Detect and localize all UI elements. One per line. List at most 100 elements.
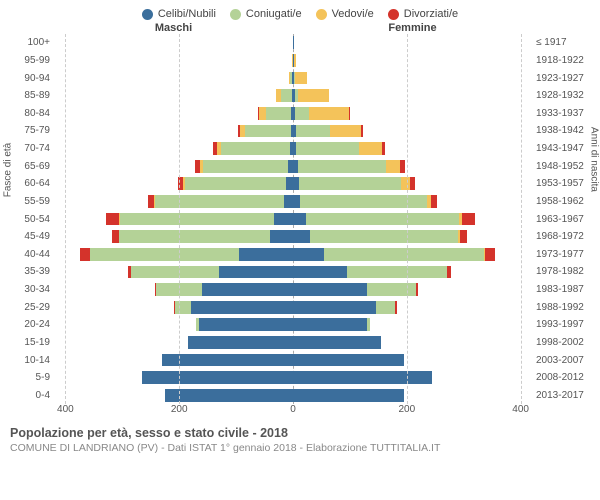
male-bar (54, 122, 293, 140)
bar-row (54, 298, 532, 316)
bar-segment (367, 283, 416, 296)
bar-segment (293, 230, 310, 243)
male-header: Maschi (54, 22, 293, 34)
male-bar (54, 87, 293, 105)
bar-segment (281, 89, 292, 102)
bar-segment (191, 301, 293, 314)
birth-year-label: 1968-1972 (532, 228, 590, 246)
bar-segment (347, 266, 447, 279)
age-group-label: 30-34 (10, 281, 54, 299)
bar-segment (293, 301, 376, 314)
population-pyramid-chart: Celibi/Nubili Coniugati/e Vedovi/e Divorzia… (0, 0, 600, 500)
bar-row (54, 157, 532, 175)
bar-segment (367, 318, 370, 331)
bar-segment (386, 160, 400, 173)
birth-year-label: 1998-2002 (532, 334, 590, 352)
male-bar (54, 316, 293, 334)
bar-segment (175, 301, 190, 314)
bar-segment (155, 195, 285, 208)
legend-label: Coniugati/e (246, 8, 302, 20)
birth-year-label: 1978-1982 (532, 263, 590, 281)
bar-row (54, 87, 532, 105)
bar-segment (80, 248, 90, 261)
legend-item: Divorziati/e (388, 8, 458, 20)
bar-row (54, 193, 532, 211)
bar-segment (400, 160, 405, 173)
female-bar (293, 193, 532, 211)
age-group-label: 55-59 (10, 193, 54, 211)
age-group-label: 40-44 (10, 246, 54, 264)
bar-segment (293, 336, 381, 349)
bar-row (54, 263, 532, 281)
bar-row (54, 316, 532, 334)
bar-segment (410, 177, 415, 190)
bar-segment (294, 54, 297, 67)
legend-dot (316, 9, 327, 20)
age-group-label: 80-84 (10, 105, 54, 123)
female-bar (293, 246, 532, 264)
plot (54, 34, 532, 404)
male-bar (54, 228, 293, 246)
male-bar (54, 263, 293, 281)
bar-segment (462, 213, 475, 226)
bar-row (54, 281, 532, 299)
male-bar (54, 52, 293, 70)
legend-item: Coniugati/e (230, 8, 302, 20)
male-bar (54, 334, 293, 352)
bar-segment (185, 177, 286, 190)
bar-row (54, 369, 532, 387)
bar-row (54, 210, 532, 228)
bar-segment (298, 160, 386, 173)
bar-segment (293, 195, 300, 208)
female-bar (293, 369, 532, 387)
legend-item: Celibi/Nubili (142, 8, 216, 20)
bar-row (54, 105, 532, 123)
birth-year-label: 1958-1962 (532, 193, 590, 211)
bar-segment (259, 107, 266, 120)
bar-row (54, 351, 532, 369)
male-bar (54, 69, 293, 87)
x-tick-label: 400 (57, 404, 74, 415)
age-group-label: 85-89 (10, 87, 54, 105)
age-group-label: 70-74 (10, 140, 54, 158)
bar-segment (162, 354, 293, 367)
female-bar (293, 281, 532, 299)
birth-year-label: 1923-1927 (532, 69, 590, 87)
bar-segment (90, 248, 239, 261)
y-axis-left: 100+95-9990-9485-8980-8475-7970-7465-696… (10, 34, 54, 404)
female-bar (293, 52, 532, 70)
bar-row (54, 140, 532, 158)
bar-segment (293, 371, 432, 384)
age-group-label: 35-39 (10, 263, 54, 281)
bar-row (54, 34, 532, 52)
legend-label: Divorziati/e (404, 8, 458, 20)
birth-year-label: 2013-2017 (532, 387, 590, 405)
male-bar (54, 351, 293, 369)
bar-segment (295, 72, 308, 85)
bar-segment (245, 125, 291, 138)
gridline (179, 34, 180, 404)
birth-year-label: 1983-1987 (532, 281, 590, 299)
age-group-label: 45-49 (10, 228, 54, 246)
y-axis-right: ≤ 19171918-19221923-19271928-19321933-19… (532, 34, 590, 404)
female-bar (293, 210, 532, 228)
age-group-label: 50-54 (10, 210, 54, 228)
male-bar (54, 210, 293, 228)
female-bar (293, 122, 532, 140)
male-bar (54, 246, 293, 264)
male-bar (54, 34, 293, 52)
male-bar (54, 157, 293, 175)
bar-segment (293, 36, 294, 49)
birth-year-label: 1948-1952 (532, 157, 590, 175)
bar-segment (221, 142, 289, 155)
bar-segment (293, 266, 347, 279)
age-group-label: 0-4 (10, 387, 54, 405)
gridline (65, 34, 66, 404)
female-bar (293, 175, 532, 193)
female-header: Femmine (293, 22, 532, 34)
bar-row (54, 175, 532, 193)
bar-segment (293, 318, 367, 331)
bar-segment (349, 107, 350, 120)
age-group-label: 95-99 (10, 52, 54, 70)
legend-item: Vedovi/e (316, 8, 374, 20)
